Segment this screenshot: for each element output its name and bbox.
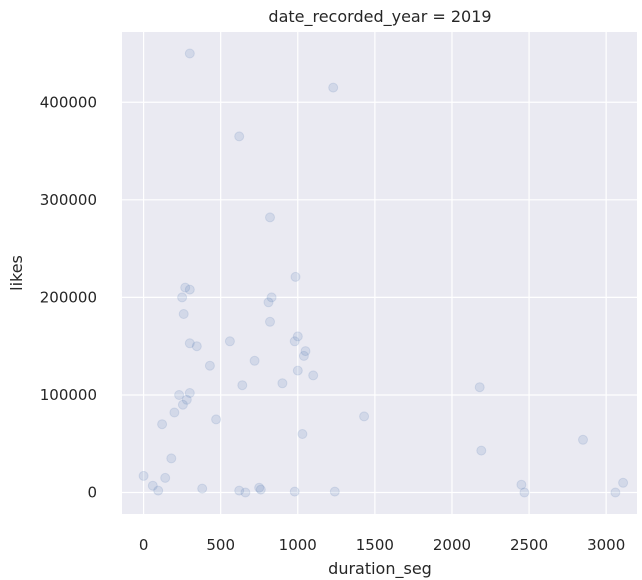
y-tick-label: 0 <box>87 484 97 502</box>
scatter-point <box>265 316 275 327</box>
scatter-point <box>519 487 530 498</box>
scatter-points <box>138 48 629 498</box>
scatter-point <box>329 486 340 497</box>
x-tick-label: 1500 <box>356 536 394 554</box>
y-tick-labels: 0 100000 200000 300000 400000 <box>40 93 97 501</box>
scatter-point <box>254 482 265 493</box>
y-tick-label: 300000 <box>40 191 97 209</box>
scatter-point <box>516 479 527 490</box>
scatter-point <box>277 378 288 389</box>
scatter-point <box>292 331 303 342</box>
scatter-point <box>265 212 275 223</box>
grid-lines <box>122 32 637 514</box>
scatter-point <box>289 486 300 497</box>
scatter-point <box>157 419 168 430</box>
x-axis-label: duration_seg <box>328 559 432 579</box>
scatter-point <box>308 370 319 381</box>
scatter-point <box>160 472 171 483</box>
facet-title: date_recorded_year = 2019 <box>268 7 491 27</box>
scatter-point <box>234 131 245 142</box>
plot-area <box>122 32 637 514</box>
scatter-point <box>204 360 215 371</box>
scatter-point <box>169 407 180 418</box>
x-tick-label: 2000 <box>433 536 471 554</box>
scatter-point <box>610 487 621 498</box>
x-tick-label: 1000 <box>279 536 317 554</box>
scatter-point <box>184 388 195 398</box>
scatter-point <box>266 292 277 303</box>
scatter-point <box>300 346 311 357</box>
scatter-point <box>289 336 300 347</box>
scatter-point <box>249 355 260 366</box>
scatter-point <box>292 365 303 376</box>
scatter-point <box>191 341 202 352</box>
scatter-point <box>153 485 164 496</box>
scatter-point <box>184 48 195 59</box>
scatter-point <box>297 429 308 439</box>
scatter-point <box>177 399 188 410</box>
x-tick-label: 0 <box>139 536 149 554</box>
x-tick-label: 3000 <box>587 536 625 554</box>
scatter-point <box>180 282 191 293</box>
y-tick-label: 100000 <box>40 386 97 404</box>
scatter-point <box>178 309 189 319</box>
scatter-point <box>476 445 487 456</box>
x-tick-labels: 0 500 1000 1500 2000 2500 3000 <box>139 536 625 554</box>
scatter-point <box>474 382 485 393</box>
scatter-point <box>211 414 222 425</box>
y-tick-label: 400000 <box>40 93 97 111</box>
scatter-point <box>240 487 251 498</box>
scatter-point <box>184 338 195 349</box>
y-axis-label: likes <box>7 255 26 291</box>
scatter-point <box>174 390 185 400</box>
scatter-point <box>328 82 339 93</box>
scatter-point <box>578 434 588 445</box>
scatter-point <box>618 477 629 488</box>
scatter-point <box>197 483 208 494</box>
scatter-point <box>181 394 192 405</box>
x-tick-label: 500 <box>206 536 235 554</box>
scatter-point <box>224 336 235 347</box>
y-tick-label: 200000 <box>40 288 97 306</box>
x-tick-label: 2500 <box>510 536 548 554</box>
scatter-point <box>138 470 149 481</box>
scatter-point <box>359 411 370 422</box>
scatter-point <box>184 284 195 295</box>
scatter-point <box>290 271 301 282</box>
scatter-point <box>298 350 309 361</box>
scatter-point <box>166 453 177 464</box>
scatter-point <box>177 292 188 303</box>
scatter-point <box>263 297 274 308</box>
scatter-point <box>147 480 158 491</box>
scatter-point <box>234 485 245 496</box>
scatter-point <box>255 484 266 495</box>
scatter-point <box>237 380 248 391</box>
